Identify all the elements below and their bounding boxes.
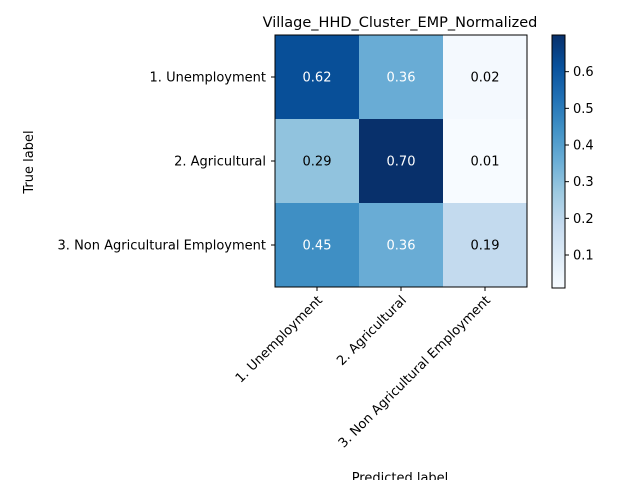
colorbar-tick-label: 0.3 [573, 175, 594, 190]
cell-value-label: 0.36 [387, 71, 416, 86]
x-axis-label: Predicted label [352, 471, 449, 480]
cell-value-label: 0.62 [303, 71, 332, 86]
heatmap-cell [359, 35, 443, 119]
cell-value-label: 0.29 [303, 155, 332, 170]
heatmap-cell [275, 119, 359, 203]
heatmap-cell [443, 119, 527, 203]
y-tick-label: 2. Agricultural [174, 155, 266, 170]
y-axis: 1. Unemployment 2. Agricultural 3. Non Agr… [58, 71, 275, 254]
heatmap-cell [359, 119, 443, 203]
heatmap-cells [275, 35, 527, 287]
chart-title: Village_HHD_Cluster_EMP_Normalized [263, 15, 538, 31]
y-tick-label: 1. Unemployment [150, 71, 266, 86]
colorbar-tick-label: 0.2 [573, 212, 594, 227]
colorbar-tick-label: 0.6 [573, 65, 594, 80]
colorbar-tick-label: 0.4 [573, 139, 594, 154]
colorbar [551, 34, 566, 289]
cell-value-label: 0.02 [471, 71, 500, 86]
heatmap-cell [275, 203, 359, 287]
colorbar-axis: 0.1 0.2 0.3 0.4 0.5 0.6 [565, 65, 594, 264]
cell-value-label: 0.19 [471, 239, 500, 254]
cell-value-label: 0.01 [471, 155, 500, 170]
cell-value-label: 0.45 [303, 239, 332, 254]
heatmap-cell [443, 35, 527, 119]
heatmap-cell [275, 35, 359, 119]
cell-value-label: 0.70 [387, 155, 416, 170]
y-tick-label: 3. Non Agricultural Employment [58, 239, 266, 254]
y-axis-label: True label [22, 130, 37, 194]
heatmap-cell [359, 203, 443, 287]
cell-value-label: 0.36 [387, 239, 416, 254]
colorbar-tick-label: 0.5 [573, 102, 594, 117]
heatmap-cell-labels: 0.62 0.36 0.02 0.29 0.70 0.01 0.45 0.36 0.19 [303, 71, 500, 254]
colorbar-tick-label: 0.1 [573, 249, 594, 264]
heatmap-cell [443, 203, 527, 287]
